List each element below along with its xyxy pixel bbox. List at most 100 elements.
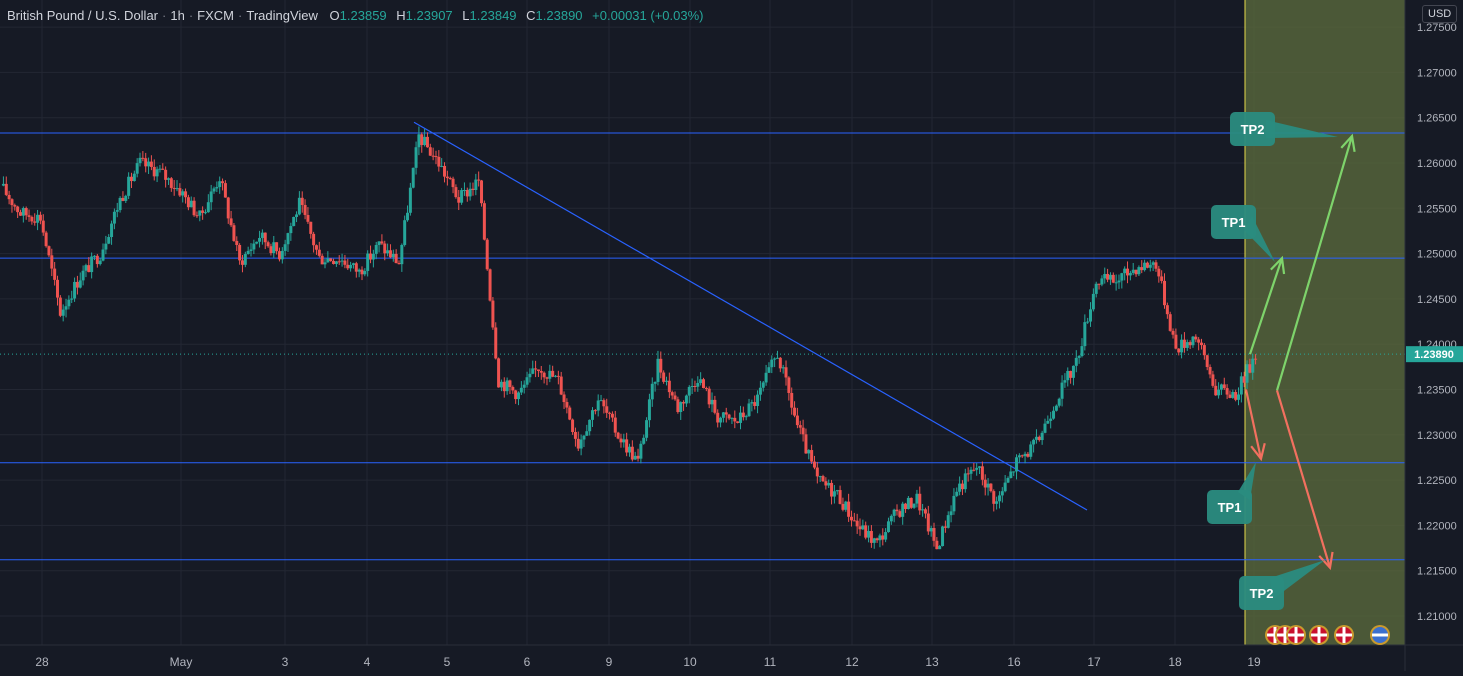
tp2-down-callout-box[interactable]	[1239, 576, 1284, 610]
candle-body	[827, 482, 831, 486]
candle-body	[810, 450, 814, 462]
candle-body	[804, 434, 808, 454]
candle-body	[673, 395, 677, 400]
candle-body	[4, 183, 8, 195]
candle-body	[67, 299, 71, 307]
candle-body	[215, 187, 219, 189]
last-price-label[interactable]: 1.23890	[1414, 349, 1454, 361]
candle-body	[690, 386, 694, 388]
tp2-down-callout-text: TP2	[1250, 586, 1274, 601]
time-tick: 16	[1007, 655, 1021, 669]
candle-body	[252, 243, 256, 250]
candle-body	[1237, 394, 1241, 400]
bull-tp1-arrow[interactable]	[1248, 257, 1284, 355]
candle-body	[1120, 273, 1124, 281]
currency-button[interactable]: USD	[1422, 5, 1458, 23]
bear-tp2-arrow[interactable]	[1275, 390, 1332, 569]
high-value: 1.23907	[405, 8, 453, 23]
candle-body	[1134, 269, 1138, 275]
candle-body	[522, 384, 526, 388]
candle-body	[858, 526, 862, 530]
candle-body	[844, 501, 848, 510]
candle-body	[1, 183, 5, 186]
projections[interactable]: TP2 TP1 TP1 TP2	[1207, 112, 1356, 610]
candle-body	[542, 372, 546, 378]
candle-body	[591, 410, 595, 420]
candle-body	[95, 255, 99, 265]
candle-body	[869, 530, 873, 543]
candle-body	[283, 244, 287, 251]
tp2-up-callout-box[interactable]	[1230, 112, 1275, 146]
candle-body	[573, 432, 577, 439]
candle-body	[502, 381, 506, 392]
candle-body	[221, 181, 225, 184]
trendline-line[interactable]	[413, 121, 1088, 511]
candle-body	[1239, 376, 1243, 395]
candle-body	[630, 446, 634, 460]
candle-body	[249, 249, 253, 251]
candle-body	[443, 165, 447, 177]
price-tick: 1.25000	[1417, 249, 1457, 261]
candle-body	[975, 467, 979, 470]
candle-body	[428, 147, 432, 156]
candle-body	[320, 255, 324, 265]
candle-body	[1063, 380, 1067, 383]
candle-body	[1049, 418, 1053, 421]
interval-label[interactable]: 1h	[170, 8, 185, 23]
candle-body	[101, 249, 105, 261]
exchange-label: FXCM	[197, 8, 235, 23]
tp1-down-callout-box[interactable]	[1207, 490, 1252, 524]
candle-body	[132, 173, 136, 182]
candle-body	[719, 417, 723, 423]
candle-body	[314, 245, 318, 250]
candle-body	[656, 358, 660, 382]
candle-body	[397, 263, 401, 265]
symbol-name[interactable]: British Pound / U.S. Dollar	[7, 8, 159, 23]
candle-body	[147, 161, 151, 167]
candle-body	[386, 250, 390, 254]
candle-body	[129, 176, 133, 182]
candle-body	[75, 281, 79, 288]
candle-body	[881, 535, 885, 540]
candle-body	[1103, 273, 1107, 279]
candle-body	[758, 387, 762, 395]
candle-body	[818, 476, 822, 478]
candle-body	[972, 469, 976, 471]
candle-body	[682, 402, 686, 404]
candle-body	[104, 243, 108, 250]
tp2-up-callout-tail	[1266, 120, 1338, 138]
tp1-up-callout-box[interactable]	[1211, 205, 1256, 239]
candle-body	[684, 395, 688, 404]
candle-body	[633, 455, 637, 460]
candle-body	[297, 197, 301, 215]
economic-events[interactable]	[1265, 625, 1390, 645]
trendline[interactable]	[413, 121, 1088, 511]
candle-body	[645, 420, 649, 438]
candle-body	[309, 221, 313, 234]
candle-body	[679, 402, 683, 413]
candle-body	[425, 136, 429, 148]
time-axis[interactable]: 28 May 3 4 5 6 9 10 11 12 13 16 17 18 19	[0, 644, 1463, 669]
candle-body	[966, 473, 970, 475]
candle-body	[841, 503, 845, 510]
price-axis[interactable]: 1.27500 1.27000 1.26500 1.26000 1.25500 1.250…	[1404, 0, 1463, 671]
candle-body	[1231, 392, 1235, 398]
candle-body	[906, 497, 910, 510]
candle-body	[1160, 276, 1164, 281]
low-key: L	[462, 8, 470, 23]
candle-body	[260, 232, 264, 238]
bear-tp1-arrow[interactable]	[1244, 389, 1263, 460]
price-tick: 1.21500	[1417, 566, 1457, 578]
candle-body	[127, 176, 131, 196]
candle-body	[821, 476, 825, 482]
candle-body	[889, 515, 893, 522]
price-tick: 1.25500	[1417, 203, 1457, 215]
candle-body	[830, 482, 834, 497]
candle-body	[559, 376, 563, 395]
price-tick: 1.23500	[1417, 385, 1457, 397]
bull-tp2-arrow[interactable]	[1275, 135, 1354, 391]
candle-body	[189, 200, 193, 208]
candle-body	[53, 268, 57, 280]
